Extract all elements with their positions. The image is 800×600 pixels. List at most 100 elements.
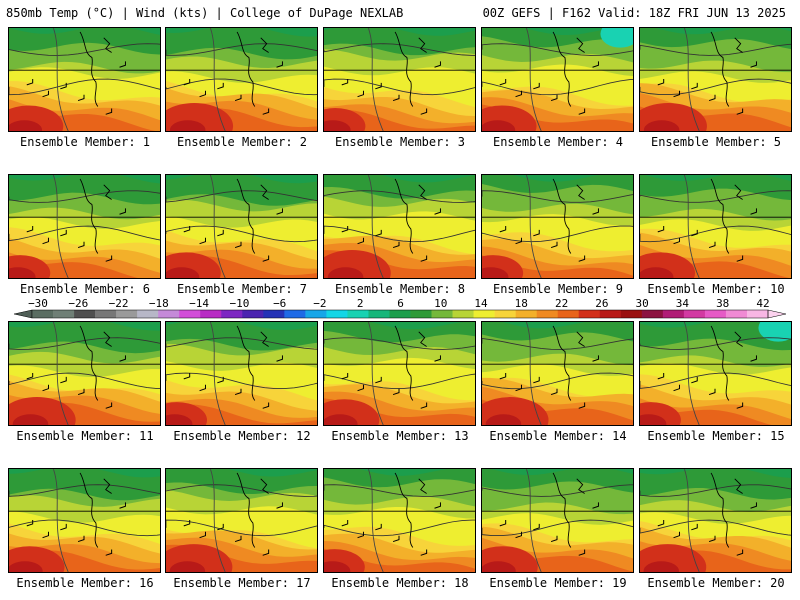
- map-overlay: [324, 322, 475, 425]
- colorbar-tick-label: −26: [68, 298, 88, 310]
- map-overlay: [324, 469, 475, 572]
- colorbar-swatch: [200, 310, 222, 318]
- colorbar-tick-label: 2: [357, 298, 364, 310]
- colorbar-swatch: [515, 310, 537, 318]
- temperature-field-map: [166, 175, 317, 278]
- colorbar-tick-label: −14: [189, 298, 209, 310]
- temperature-colorbar: −30 −26 −22 −18 −14 −10 −6 −2 2 6 10 14 18 22 26 30 34 38…: [14, 298, 786, 319]
- map-overlay: [482, 469, 633, 572]
- temperature-shading: [9, 469, 160, 572]
- temperature-field-map: [9, 175, 160, 278]
- temperature-shading: [166, 28, 317, 131]
- colorbar-tick-label: 14: [474, 298, 488, 310]
- ensemble-map-panel: [639, 27, 792, 132]
- colorbar-swatch: [53, 310, 75, 318]
- ensemble-member-label: Ensemble Member: 12: [173, 429, 311, 443]
- map-overlay: [640, 322, 791, 425]
- temperature-shading: [640, 175, 791, 278]
- ensemble-map-panel: [165, 321, 318, 426]
- colorbar-swatch: [305, 310, 327, 318]
- temperature-shading: [640, 28, 791, 131]
- map-overlay: [9, 469, 160, 572]
- colorbar-swatch: [116, 310, 138, 318]
- temperature-field-map: [324, 469, 475, 572]
- colorbar-swatch: [578, 310, 601, 318]
- temperature-field-map: [166, 28, 317, 131]
- map-overlay: [640, 175, 791, 278]
- colorbar-tick-label: 10: [434, 298, 447, 310]
- ensemble-map-panel: [323, 468, 476, 573]
- temperature-field-map: [9, 28, 160, 131]
- colorbar-swatch: [683, 310, 706, 318]
- ensemble-map-panel: [481, 321, 634, 426]
- map-overlay: [166, 469, 317, 572]
- colorbar-swatch: [158, 310, 180, 318]
- temperature-field-map: [9, 469, 160, 572]
- ensemble-map-panel: [323, 27, 476, 132]
- map-overlay: [324, 175, 475, 278]
- colorbar-swatch: [746, 310, 769, 318]
- colorbar-tick-label: 38: [716, 298, 729, 310]
- valid-time: 00Z GEFS | F162 Valid: 18Z FRI JUN 13 20…: [482, 6, 786, 20]
- map-overlay: [166, 322, 317, 425]
- ensemble-map-panel: [481, 174, 634, 279]
- map-overlay: [9, 28, 160, 131]
- ensemble-map-panel: [323, 321, 476, 426]
- ensemble-member-label: Ensemble Member: 2: [176, 135, 308, 149]
- ensemble-member-label: Ensemble Member: 1: [19, 135, 151, 149]
- temperature-field-map: [482, 175, 633, 278]
- ensemble-map-panel: [481, 468, 634, 573]
- map-overlay: [482, 28, 633, 131]
- ensemble-member-label: Ensemble Member: 10: [647, 282, 785, 296]
- colorbar-swatch: [221, 310, 243, 318]
- colorbar-swatch: [494, 310, 516, 318]
- colorbar-swatch: [536, 310, 559, 318]
- ensemble-member-label: Ensemble Member: 11: [16, 429, 154, 443]
- colorbar-tick-label: 34: [676, 298, 690, 310]
- colorbar-swatch: [263, 310, 285, 318]
- ensemble-member-label: Ensemble Member: 9: [492, 282, 624, 296]
- colorbar-tick-label: 26: [595, 298, 608, 310]
- colorbar-tick-label: 22: [555, 298, 568, 310]
- temperature-shading: [9, 28, 160, 131]
- temperature-shading: [482, 469, 633, 572]
- temperature-field-map: [324, 175, 475, 278]
- colorbar-swatch: [410, 310, 432, 318]
- temperature-field-map: [324, 322, 475, 425]
- temperature-field-map: [482, 469, 633, 572]
- colorbar-swatch: [347, 310, 369, 318]
- map-overlay: [166, 175, 317, 278]
- map-overlay: [324, 28, 475, 131]
- map-overlay: [166, 28, 317, 131]
- ensemble-map-panel: [323, 174, 476, 279]
- colorbar-swatch: [284, 310, 306, 318]
- map-overlay: [9, 322, 160, 425]
- ensemble-map-panel: [165, 27, 318, 132]
- colorbar-swatch: [557, 310, 580, 318]
- colorbar-tick-label: 18: [515, 298, 528, 310]
- temperature-field-map: [482, 28, 633, 131]
- ensemble-map-panel: [639, 468, 792, 573]
- ensemble-member-label: Ensemble Member: 3: [334, 135, 466, 149]
- ensemble-map-panel: [481, 27, 634, 132]
- ensemble-map-panel: [165, 468, 318, 573]
- ensemble-member-label: Ensemble Member: 5: [650, 135, 782, 149]
- colorbar-tick-label: −18: [149, 298, 169, 310]
- colorbar-swatch: [704, 310, 727, 318]
- map-overlay: [640, 28, 791, 131]
- colorbar-swatch: [32, 310, 54, 318]
- ensemble-map-panel: [639, 174, 792, 279]
- colorbar-swatch: [662, 310, 685, 318]
- colorbar-tick-label: −10: [229, 298, 249, 310]
- temperature-field-map: [640, 175, 791, 278]
- colorbar-low-arrow: [14, 309, 33, 319]
- colorbar-swatch: [641, 310, 664, 318]
- colorbar-swatch: [242, 310, 264, 318]
- colorbar-tick-label: −30: [28, 298, 48, 310]
- temperature-field-map: [9, 322, 160, 425]
- ensemble-map-panel: [165, 174, 318, 279]
- colorbar-swatch: [179, 310, 201, 318]
- temperature-field-map: [166, 322, 317, 425]
- map-title: 850mb Temp (°C) | Wind (kts) | College o…: [6, 6, 404, 20]
- colorbar-tick-label: −22: [109, 298, 129, 310]
